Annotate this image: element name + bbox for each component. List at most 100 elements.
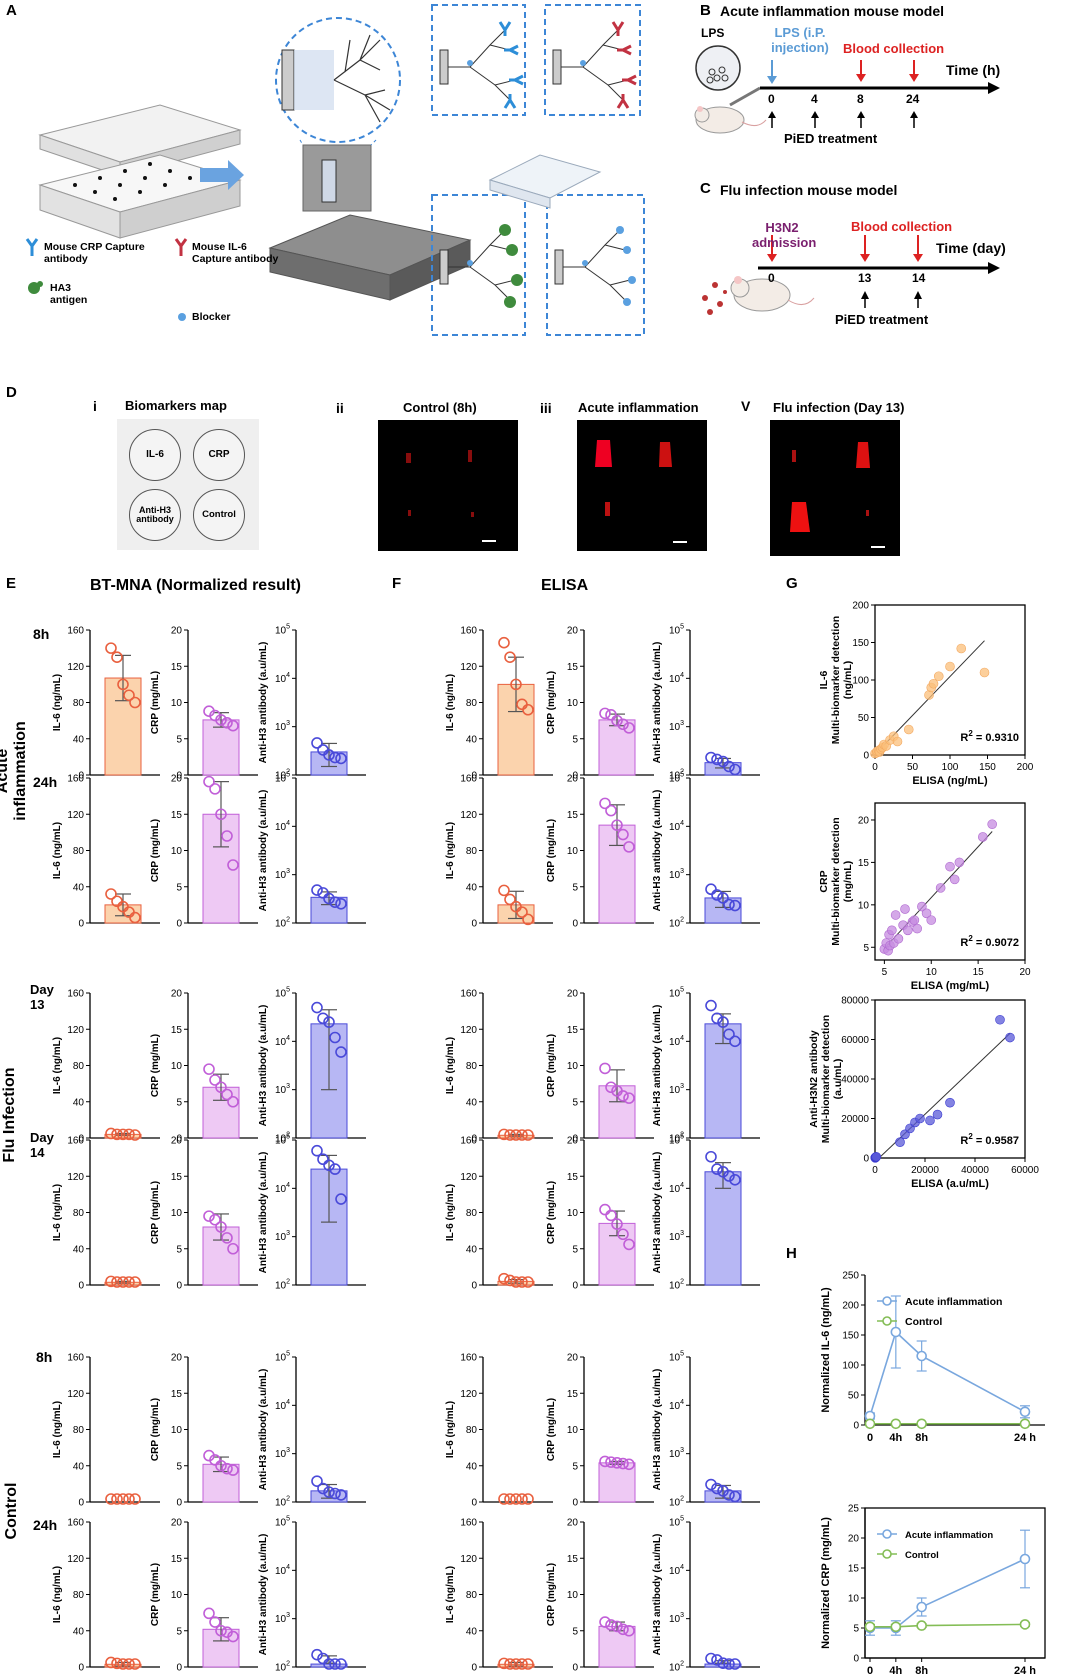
bar <box>497 1280 535 1286</box>
y-axis-label: IL-6 (ng/mL) <box>445 1037 456 1094</box>
data-point <box>522 913 534 926</box>
y-axis-label: CRP (mg/mL) <box>150 1563 161 1626</box>
y-axis-label: IL-6 (ng/mL) <box>445 1184 456 1241</box>
data-point <box>323 1159 335 1172</box>
y-tick-label: 10 <box>171 1208 183 1219</box>
data-point <box>129 1493 141 1505</box>
data-point <box>924 690 934 700</box>
data-point <box>903 724 914 735</box>
y-tick-label: 105 <box>669 1134 684 1147</box>
data-point <box>717 755 729 768</box>
bar <box>202 1628 240 1668</box>
fluorescence-image-acute <box>577 420 707 551</box>
y-axis-label: Multi-biomarker detection <box>820 1015 832 1143</box>
y-tick-label: 25 <box>848 1504 860 1515</box>
y-tick-label: 60000 <box>841 1035 869 1046</box>
data-point <box>711 889 723 901</box>
x-tick-label: 24 h <box>1014 1432 1036 1444</box>
data-point <box>329 1658 341 1670</box>
y-tick-label: 40 <box>466 1244 478 1255</box>
data-point <box>498 1657 510 1670</box>
y-tick-label: 0 <box>176 1281 182 1292</box>
data-point <box>711 1163 723 1175</box>
b-time-label: Time (h) <box>946 62 1001 78</box>
y-tick-label: 103 <box>275 1083 290 1096</box>
data-point <box>926 915 937 925</box>
data-point <box>900 1129 910 1140</box>
data-point <box>870 1152 881 1163</box>
y-tick-label: 5 <box>572 1097 578 1108</box>
b-tick-24: 24 <box>906 92 920 106</box>
data-point <box>522 703 534 716</box>
zoom-circle <box>275 17 401 143</box>
y-tick-label: 104 <box>669 672 684 685</box>
data-point <box>123 1493 135 1505</box>
y-axis-label: CRP (mg/mL) <box>150 671 161 734</box>
y-tick-label: 104 <box>669 1564 684 1577</box>
x-tick-label: 0 <box>872 762 878 773</box>
data-point <box>123 1128 135 1141</box>
y-axis-label: (a.u/mL) <box>832 1059 844 1100</box>
x-tick-label: 0 <box>867 1432 873 1444</box>
data-point <box>921 908 932 919</box>
data-point <box>227 1464 239 1476</box>
y-tick-label: 160 <box>67 1136 84 1147</box>
legend-swatch-marker <box>882 1296 892 1306</box>
y-tick-label: 5 <box>176 1097 182 1108</box>
data-point <box>903 925 913 936</box>
y-tick-label: 80 <box>466 846 478 857</box>
data-point <box>874 747 885 757</box>
y-tick-label: 0 <box>78 1281 84 1292</box>
data-point <box>329 1163 341 1175</box>
x-tick-label: 40000 <box>961 1165 989 1176</box>
x-axis-label: ELISA (a.u/mL) <box>911 1178 989 1190</box>
y-tick-label: 105 <box>275 1351 290 1364</box>
y-tick-label: 160 <box>460 1353 477 1364</box>
data-point <box>510 678 522 691</box>
data-point <box>884 929 894 940</box>
data-point <box>881 741 892 751</box>
data-point <box>881 938 892 948</box>
data-point <box>311 1001 323 1014</box>
y-axis-label: Anti-H3 antibody (a.u/mL) <box>652 790 663 912</box>
bar <box>104 1663 142 1668</box>
row-time-2: 24h <box>33 774 58 790</box>
data-point <box>729 1658 741 1670</box>
y-tick-label: 40 <box>73 1097 85 1108</box>
c-blood-collection-label: Blood collection <box>851 219 953 234</box>
data-point <box>209 1213 221 1226</box>
y-tick-label: 80 <box>466 1590 478 1601</box>
data-point <box>890 1326 902 1338</box>
data-point <box>335 1489 347 1501</box>
data-point <box>705 1652 717 1665</box>
bar <box>598 1222 636 1286</box>
y-tick-label: 160 <box>460 989 477 1000</box>
data-point <box>1019 1619 1031 1630</box>
data-point <box>954 857 965 868</box>
y-axis-label: Anti-H3 antibody (a.u/mL) <box>652 1005 663 1127</box>
x-tick-label: 0 <box>867 1665 873 1676</box>
data-point <box>504 1658 516 1670</box>
bar <box>202 1463 240 1503</box>
y-tick-label: 5 <box>572 734 578 745</box>
y-tick-label: 5 <box>572 1461 578 1472</box>
data-point <box>729 899 741 912</box>
data-point <box>879 944 890 954</box>
data-point <box>729 763 741 776</box>
data-point <box>910 1117 920 1128</box>
y-tick-label: 120 <box>67 1172 84 1183</box>
data-point <box>203 1607 215 1620</box>
y-axis-label: CRP (mg/mL) <box>546 1181 557 1244</box>
data-point <box>870 1152 881 1163</box>
y-tick-label: 50 <box>858 713 870 724</box>
y-tick-label: 10 <box>567 698 579 709</box>
data-point <box>987 819 997 830</box>
y-tick-label: 0 <box>78 919 84 930</box>
c-treatment-label: PiED treatment <box>835 312 929 327</box>
y-tick-label: 102 <box>275 1661 290 1674</box>
legend-crp-capture: Mouse CRP Capture antibody <box>44 241 145 265</box>
bar <box>598 824 636 924</box>
y-tick-label: 15 <box>171 1389 183 1400</box>
data-point <box>215 1081 227 1094</box>
data-point <box>711 1012 723 1025</box>
